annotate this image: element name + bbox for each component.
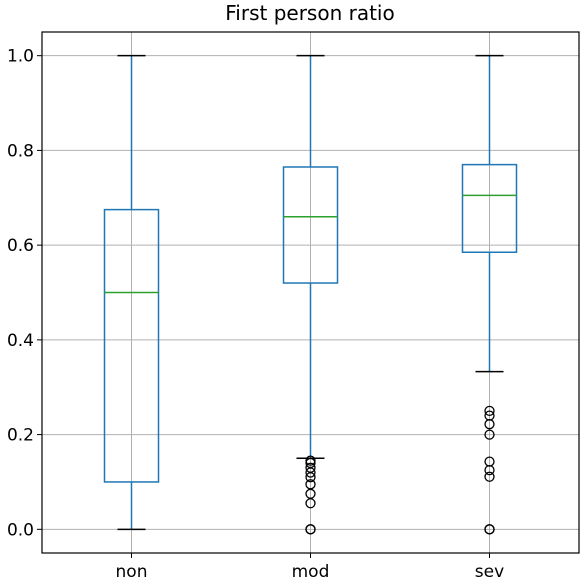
outlier-point: [484, 524, 495, 535]
iqr-box: [282, 166, 339, 284]
boxes: [103, 54, 518, 535]
outlier-point: [305, 455, 316, 466]
y-axis: 0.0 0.2 0.4 0.6 0.8 1.0: [7, 47, 42, 540]
iqr-box: [461, 163, 518, 253]
outlier-point: [484, 456, 495, 467]
box-mod: [282, 54, 339, 535]
y-tick-label: 0.8: [7, 141, 34, 161]
chart-title: First person ratio: [225, 1, 394, 25]
y-tick-label: 0.6: [7, 236, 34, 256]
outlier-point: [305, 524, 316, 535]
y-tick-label: 0.2: [7, 426, 34, 446]
y-tick-label: 0.0: [7, 520, 34, 540]
outlier-point: [484, 410, 495, 421]
outlier-point: [484, 405, 495, 417]
x-tick-label: sev: [475, 562, 504, 582]
outlier-point: [484, 471, 495, 482]
y-tick-label: 1.0: [7, 47, 34, 67]
x-tick-label: mod: [292, 562, 330, 582]
plot-frame: [41, 31, 580, 554]
outlier-point: [484, 429, 495, 440]
box-non: [103, 54, 160, 531]
x-tick-label: non: [116, 562, 148, 582]
y-tick-label: 0.4: [7, 331, 34, 351]
x-axis: non mod sev: [116, 553, 504, 582]
iqr-box: [103, 208, 160, 483]
outlier-point: [305, 462, 316, 473]
outlier-point: [305, 479, 316, 490]
box-sev: [461, 54, 518, 535]
